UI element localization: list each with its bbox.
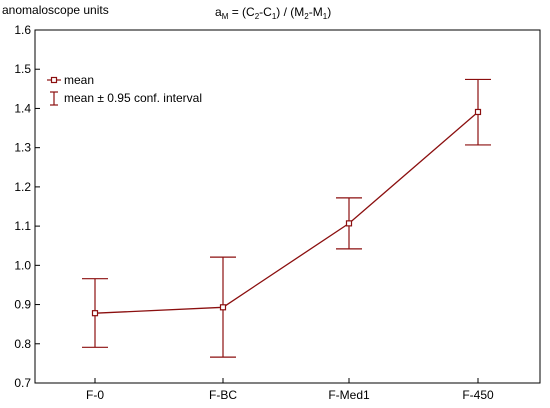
title-s2: 1 bbox=[272, 12, 277, 21]
legend-mean-label: mean bbox=[64, 73, 94, 87]
y-tick-label-6: 1.3 bbox=[14, 141, 31, 155]
x-tick-label-2: F-Med1 bbox=[328, 388, 370, 402]
mean-point-2 bbox=[345, 220, 353, 227]
x-tick-label-3: F-450 bbox=[462, 388, 494, 402]
title-t3: -M bbox=[309, 5, 323, 19]
title-t1: -C bbox=[259, 5, 272, 19]
title-t2: ) / (M bbox=[276, 5, 304, 19]
title-s3: 2 bbox=[304, 12, 309, 21]
y-tick-label-2: 0.9 bbox=[14, 298, 31, 312]
chart-title: aM = (C2-C1) / (M2-M1) bbox=[215, 5, 331, 21]
x-tick-label-0: F-0 bbox=[86, 388, 104, 402]
series-layer bbox=[82, 78, 491, 358]
y-tick-label-1: 0.8 bbox=[14, 337, 31, 351]
title-t4: ) bbox=[327, 5, 331, 19]
y-tick-label-5: 1.2 bbox=[14, 180, 31, 194]
title-s1: 2 bbox=[255, 12, 260, 21]
y-tick-label-3: 1.0 bbox=[14, 258, 31, 272]
y-tick-label-9: 1.6 bbox=[14, 23, 31, 37]
series-mean-line bbox=[94, 111, 479, 314]
x-tick-label-1: F-BC bbox=[209, 388, 237, 402]
mean-point-3 bbox=[474, 108, 482, 116]
x-axis: F-0 F-BC F-Med1 F-450 bbox=[86, 378, 494, 402]
title-a: a bbox=[215, 5, 222, 19]
y-tick-label-0: 0.7 bbox=[14, 376, 31, 390]
y-tick-label-8: 1.5 bbox=[14, 62, 31, 76]
legend-ci-label: mean ± 0.95 conf. interval bbox=[64, 91, 202, 105]
y-axis-label: anomaloscope units bbox=[2, 3, 109, 17]
y-tick-label-7: 1.4 bbox=[14, 101, 31, 115]
title-eq: = (C bbox=[228, 5, 255, 19]
mean-point-0 bbox=[91, 310, 99, 317]
title-a-sub: M bbox=[222, 12, 229, 21]
legend: mean mean ± 0.95 conf. interval bbox=[47, 73, 202, 106]
y-axis: 0.7 0.8 0.9 1.0 1.1 1.2 1.3 1.4 1.5 1.6 bbox=[14, 23, 40, 390]
title-s4: 1 bbox=[323, 12, 328, 21]
plot-frame bbox=[34, 29, 541, 384]
mean-point-1 bbox=[219, 304, 227, 311]
legend-mean-marker bbox=[50, 76, 58, 84]
y-tick-label-4: 1.1 bbox=[14, 219, 31, 233]
